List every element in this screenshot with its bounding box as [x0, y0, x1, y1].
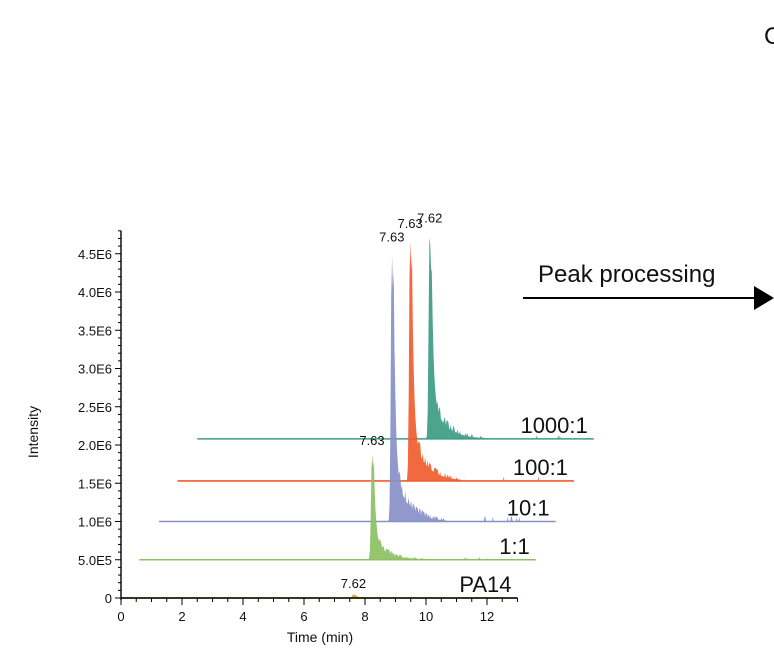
- peak-label-1000-1: 7.62: [417, 211, 442, 226]
- axes-layer: 0 5.0E5 1.0E6 1.5E6 2.0E6 2.5E6 3.0E6 3.5E6 4.0E…: [78, 230, 518, 624]
- x-axis-title: Time (min): [287, 629, 353, 645]
- peak-label-100-1: 7.63: [397, 216, 422, 231]
- y-tick-label: 1.5E6: [78, 476, 112, 491]
- cropped-edge-label: C: [764, 23, 774, 50]
- x-tick-label: 0: [117, 609, 124, 624]
- y-tick-label: 2.5E6: [78, 400, 112, 415]
- trace-fill-1-1: [139, 454, 536, 560]
- trace-label-10-1: 10:1: [507, 496, 550, 521]
- x-tick-label: 12: [480, 609, 494, 624]
- trace-label-1000-1: 1000:1: [520, 413, 587, 438]
- peak-label-pa14: 7.62: [341, 576, 366, 591]
- y-axis-title: Intensity: [25, 406, 41, 458]
- y-tick-label: 4.0E6: [78, 285, 112, 300]
- y-tick-label: 3.0E6: [78, 362, 112, 377]
- x-tick-label: 6: [300, 609, 307, 624]
- y-tick-label: 1.0E6: [78, 515, 112, 530]
- y-tick-label: 3.5E6: [78, 323, 112, 338]
- label-layer: 7.62 1000:1 7.63 100:1 7.63 10:1 7.63 1:1 7.62 PA…: [341, 211, 588, 597]
- x-tick-label: 2: [178, 609, 185, 624]
- y-tick-label: 2.0E6: [78, 438, 112, 453]
- y-tick-label: 5.0E5: [78, 553, 112, 568]
- y-tick-label: 0: [105, 591, 112, 606]
- peak-label-10-1: 7.63: [379, 230, 404, 245]
- x-tick-label: 8: [361, 609, 368, 624]
- trace-label-100-1: 100:1: [513, 455, 568, 480]
- trace-label-pa14: PA14: [459, 572, 511, 597]
- y-tick-label: 4.5E6: [78, 247, 112, 262]
- peak-processing-arrow-head: [754, 286, 774, 310]
- x-tick-label: 4: [239, 609, 246, 624]
- peak-processing-label: Peak processing: [538, 261, 715, 288]
- x-tick-label: 10: [419, 609, 433, 624]
- trace-label-1-1: 1:1: [499, 534, 530, 559]
- peak-label-1-1: 7.63: [359, 433, 384, 448]
